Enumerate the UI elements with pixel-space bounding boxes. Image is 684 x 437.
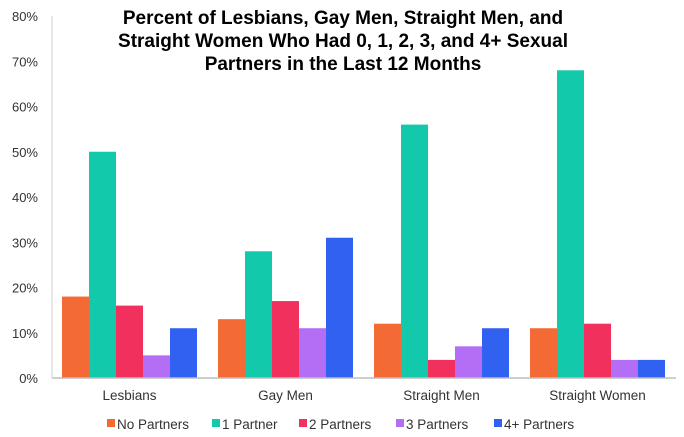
legend-item: 2 Partners xyxy=(299,417,372,432)
legend-swatch xyxy=(212,419,220,427)
bar xyxy=(401,124,428,378)
bar xyxy=(326,237,353,378)
x-tick-label: Straight Men xyxy=(403,388,480,403)
chart-title-line: Percent of Lesbians, Gay Men, Straight M… xyxy=(123,8,563,29)
x-tick-label: Gay Men xyxy=(258,388,313,403)
legend-label: 4+ Partners xyxy=(504,417,574,432)
bar xyxy=(116,305,143,378)
x-axis: Lesbians Gay Men Straight Men Straight Wome… xyxy=(52,377,676,403)
x-tick-label: Lesbians xyxy=(102,388,156,403)
y-tick-label: 0% xyxy=(19,371,38,386)
chart-title-line: Straight Women Who Had 0, 1, 2, 3, and 4… xyxy=(118,31,568,52)
bar xyxy=(143,355,170,378)
y-tick-label: 10% xyxy=(12,326,38,341)
bar xyxy=(89,151,116,378)
y-tick-label: 40% xyxy=(12,190,38,205)
bar xyxy=(455,346,482,378)
bar xyxy=(218,319,245,378)
bar xyxy=(299,328,326,378)
y-tick-label: 30% xyxy=(12,235,38,250)
bar xyxy=(530,328,557,378)
legend-swatch xyxy=(107,419,115,427)
bar xyxy=(557,70,584,379)
legend-swatch xyxy=(299,419,307,427)
legend-item: No Partners xyxy=(107,417,189,432)
bar xyxy=(428,359,455,378)
y-axis: 0% 10% 20% 30% 40% 50% 60% 70% 80% xyxy=(12,9,53,386)
legend-item: 4+ Partners xyxy=(494,417,574,432)
bar xyxy=(170,328,197,378)
y-tick-label: 50% xyxy=(12,145,38,160)
legend: No Partners 1 Partner 2 Partners 3 Partners… xyxy=(107,417,574,432)
bar xyxy=(62,296,89,378)
y-tick-label: 60% xyxy=(12,100,38,115)
chart-title-line: Partners in the Last 12 Months xyxy=(205,54,482,75)
legend-swatch xyxy=(494,419,502,427)
y-tick-label: 70% xyxy=(12,54,38,69)
bar xyxy=(584,323,611,378)
y-tick-label: 20% xyxy=(12,281,38,296)
bars xyxy=(62,70,665,379)
legend-swatch xyxy=(396,419,404,427)
legend-label: 1 Partner xyxy=(222,417,278,432)
legend-item: 1 Partner xyxy=(212,417,278,432)
bar xyxy=(611,359,638,378)
bar xyxy=(272,301,299,378)
legend-label: No Partners xyxy=(117,417,189,432)
bar xyxy=(482,328,509,378)
legend-label: 2 Partners xyxy=(309,417,372,432)
legend-item: 3 Partners xyxy=(396,417,469,432)
bar xyxy=(374,323,401,378)
chart-title: Percent of Lesbians, Gay Men, Straight M… xyxy=(118,8,568,75)
legend-label: 3 Partners xyxy=(406,417,469,432)
bar xyxy=(638,359,665,378)
x-tick-label: Straight Women xyxy=(549,388,646,403)
bar xyxy=(245,251,272,378)
y-tick-label: 80% xyxy=(12,9,38,24)
